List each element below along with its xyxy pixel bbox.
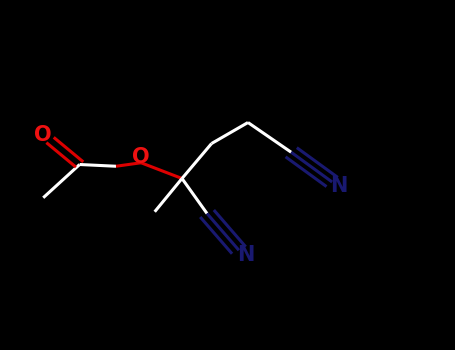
Text: N: N: [330, 176, 348, 196]
Text: O: O: [132, 147, 150, 168]
Text: O: O: [35, 125, 52, 145]
Text: N: N: [237, 245, 254, 265]
